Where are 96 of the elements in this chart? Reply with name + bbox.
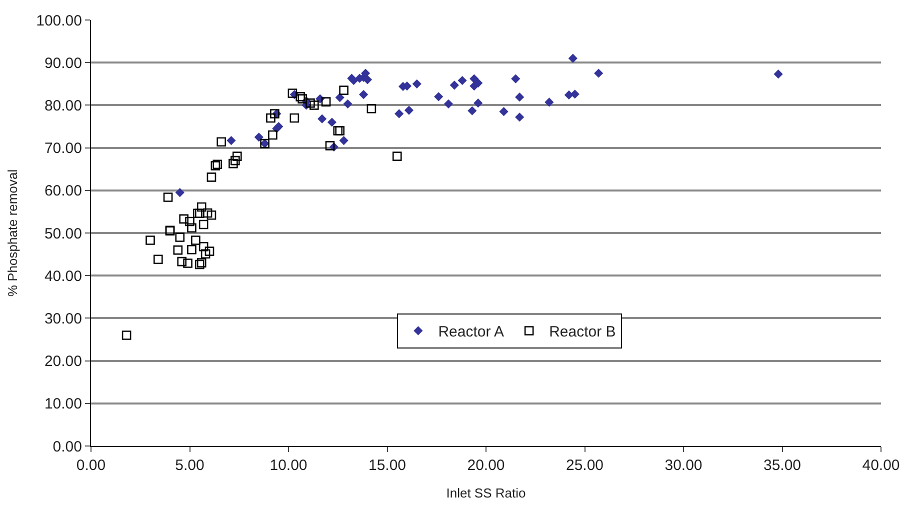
x-tick-label: 25.00 (566, 457, 604, 474)
point (266, 113, 276, 123)
point (191, 236, 200, 245)
point (468, 106, 477, 116)
point (349, 76, 358, 86)
point (515, 92, 524, 102)
point (185, 216, 194, 226)
point (154, 254, 163, 264)
point (268, 130, 278, 140)
point (335, 92, 344, 102)
point (404, 106, 414, 115)
y-tick-label: 30.00 (44, 310, 82, 328)
point (339, 86, 348, 95)
point (458, 76, 467, 86)
point (450, 80, 459, 90)
point (204, 246, 214, 256)
point (327, 118, 336, 127)
y-axis-title: % Phosphate removal (5, 169, 20, 297)
point (196, 202, 206, 212)
point (362, 75, 372, 84)
x-tick-label: 35.00 (763, 457, 802, 474)
point (122, 330, 132, 340)
point (434, 92, 444, 102)
point (444, 99, 454, 108)
x-tick-label: 40.00 (862, 457, 900, 474)
point (210, 161, 220, 170)
point (306, 98, 315, 108)
legend-label: Reactor B (549, 324, 616, 341)
point (333, 126, 343, 136)
point (310, 100, 319, 110)
point (146, 236, 155, 245)
y-tick-label: 70.00 (44, 140, 82, 158)
x-tick-label: 15.00 (368, 457, 406, 474)
point (366, 104, 376, 114)
point (318, 114, 327, 124)
point (202, 208, 212, 218)
y-tick-label: 50.00 (44, 225, 82, 242)
point (412, 79, 422, 88)
point (200, 249, 210, 259)
point (321, 97, 331, 106)
point (339, 136, 348, 146)
point (175, 188, 184, 198)
point (228, 158, 238, 168)
point (392, 152, 402, 161)
point (499, 107, 508, 116)
point (187, 244, 196, 254)
x-tick-label: 20.00 (467, 457, 505, 474)
point (183, 258, 192, 268)
point (568, 54, 578, 63)
point (175, 232, 185, 242)
point (274, 122, 284, 132)
point (359, 90, 368, 100)
y-tick-label: 10.00 (44, 396, 82, 413)
point (196, 258, 206, 268)
point (394, 109, 404, 118)
point (206, 210, 216, 220)
legend-label: Reactor A (438, 324, 504, 341)
point (226, 136, 236, 146)
point (206, 172, 216, 182)
y-tick-label: 80.00 (44, 97, 82, 114)
x-tick-label: 0.00 (76, 457, 106, 474)
y-tick-label: 60.00 (44, 182, 82, 200)
point (343, 99, 352, 108)
point (296, 92, 305, 102)
point (194, 260, 204, 270)
x-tick-label: 10.00 (270, 457, 308, 474)
x-tick-label: 30.00 (664, 457, 702, 474)
y-tick-label: 20.00 (44, 353, 82, 370)
point (474, 98, 483, 108)
point (177, 256, 186, 266)
point (187, 223, 196, 233)
point (216, 137, 226, 146)
point (163, 192, 173, 202)
y-tick-label: 100.00 (36, 12, 82, 30)
point (544, 98, 554, 107)
y-tick-label: 0.00 (52, 438, 82, 456)
point (335, 126, 344, 136)
point (198, 220, 208, 230)
point (212, 160, 222, 170)
point (254, 132, 264, 142)
point (198, 242, 208, 252)
y-tick-label: 90.00 (44, 54, 82, 72)
x-tick-label: 5.00 (175, 457, 204, 474)
point (774, 70, 783, 79)
point (515, 112, 524, 122)
point (179, 214, 188, 224)
point (298, 94, 307, 104)
y-tick-label: 40.00 (44, 268, 82, 285)
point (511, 74, 520, 84)
point (325, 141, 335, 150)
point (173, 245, 183, 255)
point (230, 156, 240, 166)
point (290, 113, 300, 123)
point (594, 68, 604, 78)
x-axis-title: Inlet SS Ratio (446, 486, 526, 501)
point (232, 152, 242, 161)
